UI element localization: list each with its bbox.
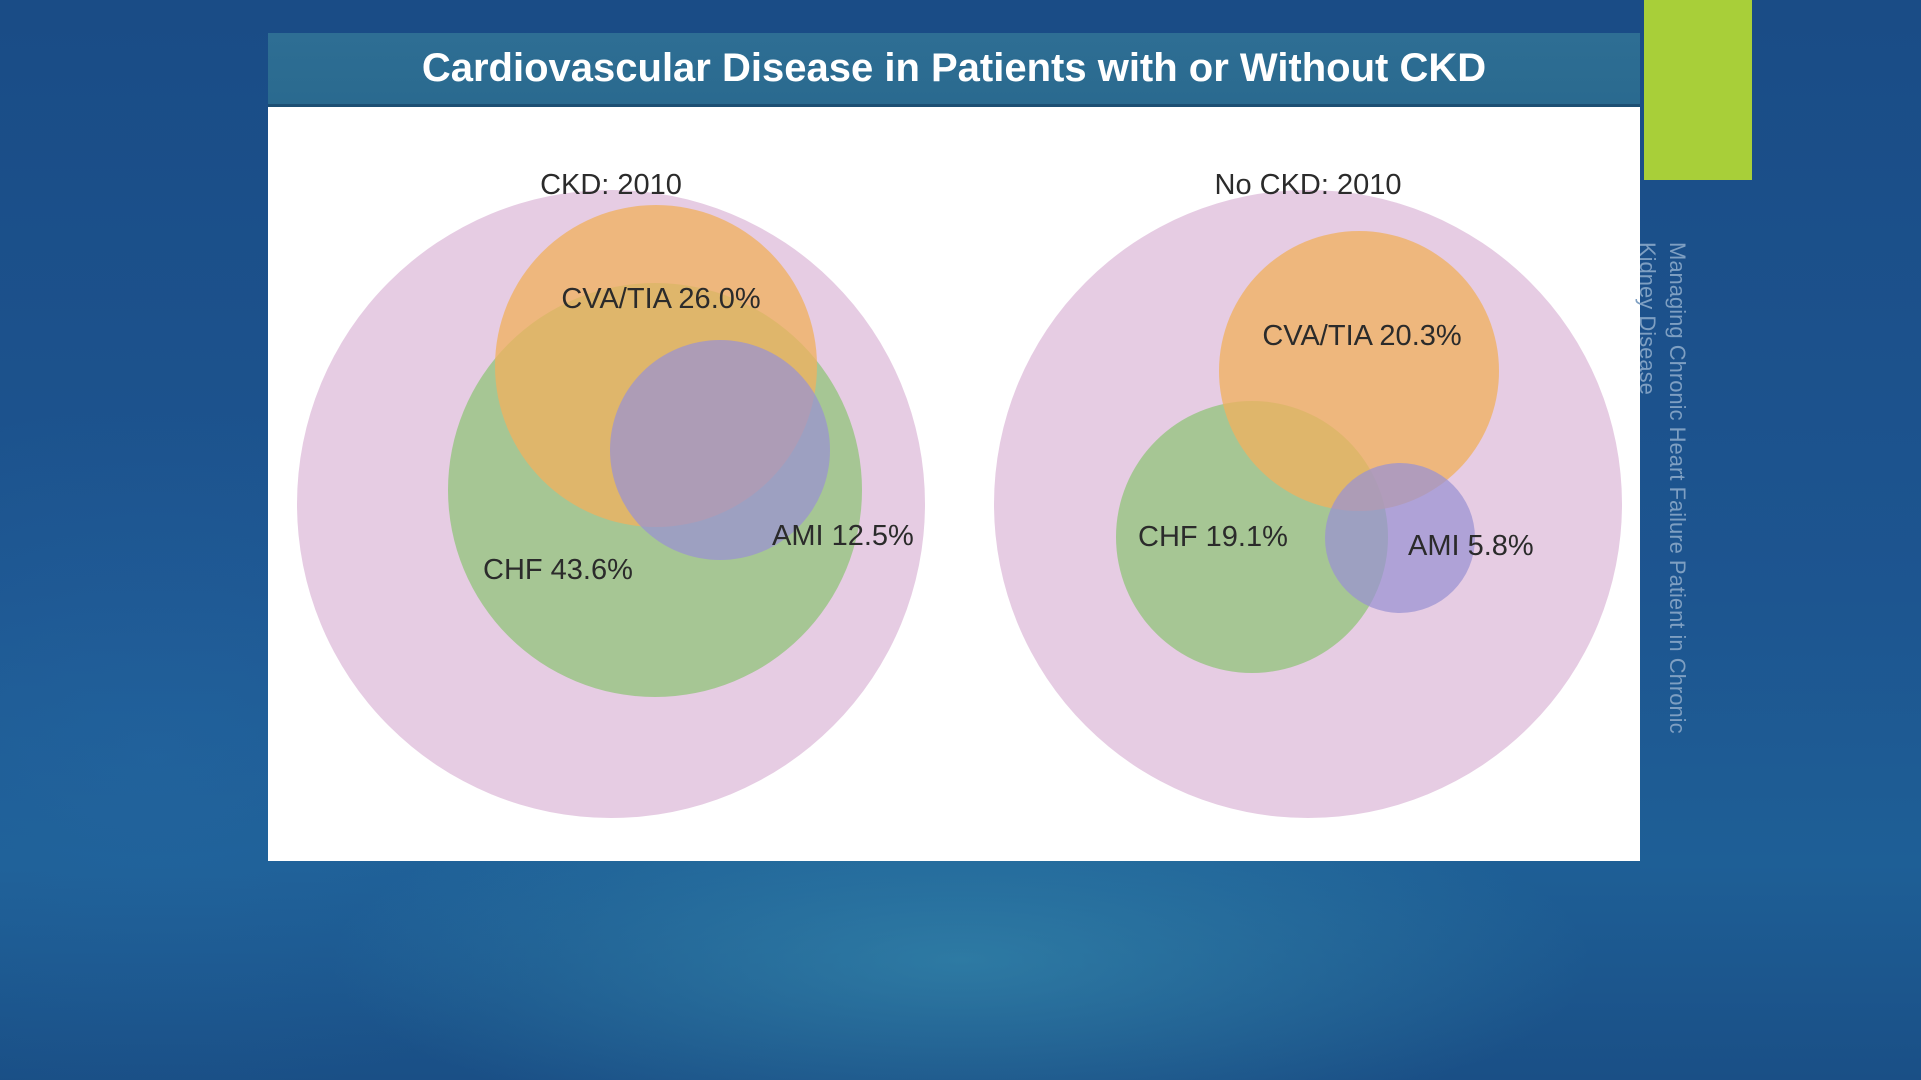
chf-label: CHF 19.1%: [1138, 521, 1288, 553]
cva-tia-label: CVA/TIA 20.3%: [1262, 320, 1461, 352]
slide-title: Cardiovascular Disease in Patients with …: [268, 33, 1640, 104]
chf-label: CHF 43.6%: [483, 554, 633, 586]
venn-figure: CVA/TIA 26.0% CHF 43.6% AMI 12.5% CVA/TI…: [268, 107, 1640, 861]
accent-block: [1644, 0, 1752, 180]
panel-title-ckd: CKD: 2010: [540, 169, 682, 201]
ami-circle: [610, 340, 830, 560]
cva-tia-label: CVA/TIA 26.0%: [561, 283, 760, 315]
slide-card: Cardiovascular Disease in Patients with …: [268, 33, 1640, 861]
ami-label: AMI 5.8%: [1408, 530, 1534, 562]
title-divider: [268, 104, 1640, 107]
panel-title-no-ckd: No CKD: 2010: [1214, 169, 1402, 201]
cva-tia-circle: [1219, 231, 1499, 511]
venn-panel-ckd: CVA/TIA 26.0% CHF 43.6% AMI 12.5%: [297, 190, 925, 818]
venn-panel-no-ckd: CVA/TIA 20.3% CHF 19.1% AMI 5.8%: [994, 190, 1622, 818]
ami-circle: [1325, 463, 1475, 613]
ami-label: AMI 12.5%: [772, 520, 914, 552]
vertical-caption: Managing Chronic Heart Failure Patient i…: [1635, 242, 1690, 734]
venn-diagrams: CVA/TIA 26.0% CHF 43.6% AMI 12.5% CVA/TI…: [297, 190, 1622, 818]
